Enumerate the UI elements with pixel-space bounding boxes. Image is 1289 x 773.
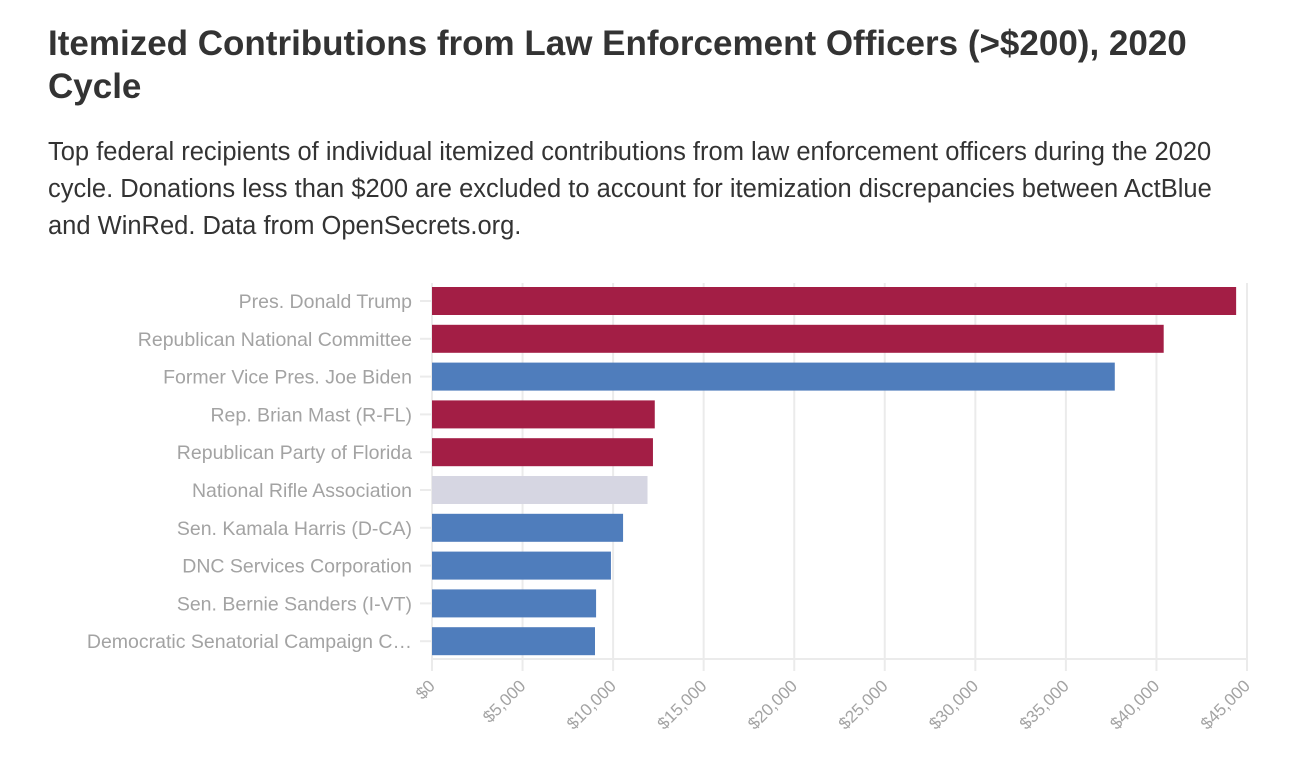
y-category-label: Pres. Donald Trump	[239, 291, 413, 313]
bars	[432, 287, 1237, 656]
y-category-label: Democratic Senatorial Campaign C…	[87, 631, 412, 653]
y-category-label: DNC Services Corporation	[182, 556, 412, 578]
y-category-label: Republican Party of Florida	[177, 442, 412, 464]
x-tick-label: $25,000	[835, 676, 892, 733]
bar[interactable]	[432, 438, 653, 467]
x-tick-label: $0	[412, 676, 439, 703]
y-category-label: Republican National Committee	[138, 329, 412, 351]
y-category-label: Rep. Brian Mast (R-FL)	[210, 404, 412, 426]
chart-title: Itemized Contributions from Law Enforcem…	[48, 24, 1187, 106]
x-tick-label: $20,000	[744, 676, 801, 733]
bar[interactable]	[432, 589, 597, 618]
y-axis-labels: Pres. Donald Trump Republican National Co…	[87, 291, 412, 653]
chart-subtitle: Top federal recipients of individual ite…	[48, 138, 1212, 240]
y-category-label: Former Vice Pres. Joe Biden	[163, 367, 412, 389]
x-tick-label: $5,000	[479, 676, 529, 726]
y-category-label: Sen. Bernie Sanders (I-VT)	[177, 593, 412, 615]
y-category-label: Sen. Kamala Harris (D-CA)	[177, 518, 412, 540]
bar[interactable]	[432, 287, 1237, 315]
x-tick-label: $10,000	[563, 676, 620, 733]
x-tick-label: $40,000	[1106, 676, 1163, 733]
bar[interactable]	[432, 513, 624, 542]
bar[interactable]	[432, 362, 1115, 391]
bar[interactable]	[432, 324, 1164, 353]
x-tick-label: $15,000	[654, 676, 711, 733]
x-axis-labels: $0 $5,000 $10,000 $15,000 $20,000 $25,000 $30,…	[412, 676, 1254, 733]
x-tick-label: $30,000	[925, 676, 982, 733]
bar[interactable]	[432, 400, 655, 429]
y-category-label: National Rifle Association	[192, 480, 412, 502]
bar[interactable]	[432, 551, 611, 580]
bar[interactable]	[432, 476, 648, 504]
x-tick-label: $45,000	[1197, 676, 1254, 733]
bar[interactable]	[432, 627, 595, 656]
x-tick-label: $35,000	[1016, 676, 1073, 733]
